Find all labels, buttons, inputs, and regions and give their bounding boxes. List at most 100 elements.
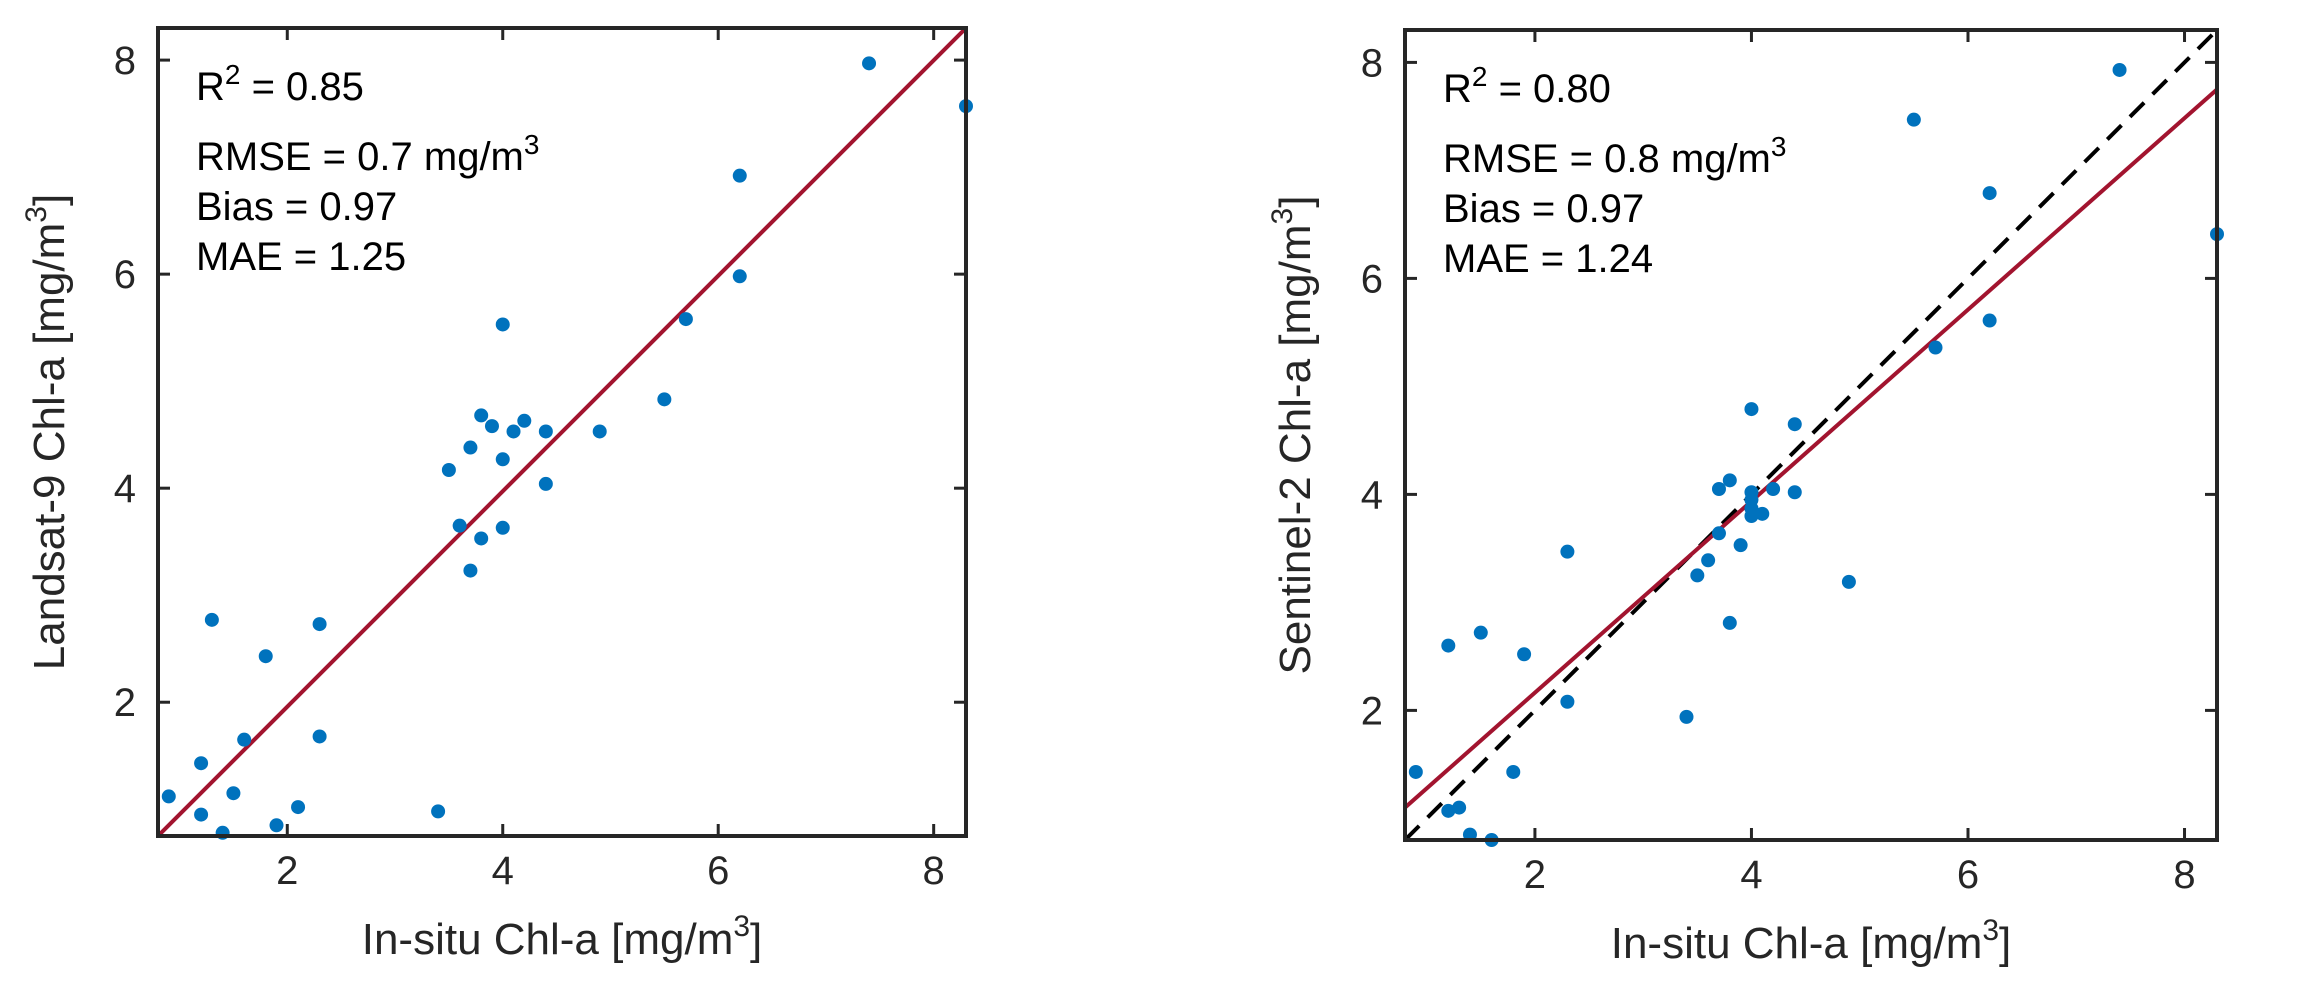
axes-box [156, 26, 968, 838]
data-point [194, 807, 209, 822]
data-point [194, 756, 209, 771]
data-point [1722, 615, 1737, 630]
regression-line [158, 28, 966, 836]
r-squared-label: R2 = 0.85 [196, 59, 364, 109]
data-point [1755, 506, 1770, 521]
rmse-label: RMSE = 0.7 mg/m3 [196, 129, 539, 179]
x-axis-title: In-situ Chl-a [mg/m3] [1611, 914, 2012, 968]
data-point [1679, 709, 1694, 724]
y-tick-label: 4 [1361, 473, 1383, 517]
data-point [506, 424, 521, 439]
y-tick-label: 8 [1361, 41, 1383, 85]
data-point [204, 612, 219, 627]
data-point [1733, 538, 1748, 553]
rmse-label: RMSE = 0.8 mg/m3 [1443, 131, 1786, 181]
data-point [474, 531, 489, 546]
data-point [2112, 62, 2127, 77]
x-tick-label: 8 [923, 849, 945, 893]
axes-box [1403, 28, 2219, 842]
data-point [1701, 553, 1716, 568]
bias-label: Bias = 0.97 [196, 185, 397, 229]
data-point [463, 440, 478, 455]
r-squared-label: R2 = 0.80 [1443, 61, 1611, 111]
y-tick-label: 2 [1361, 689, 1383, 733]
data-point [538, 424, 553, 439]
data-point [291, 800, 306, 815]
data-point [1766, 482, 1781, 496]
data-point [269, 818, 284, 833]
x-tick-label: 2 [1524, 853, 1546, 897]
data-point [592, 424, 607, 439]
regression-line [1405, 87, 2217, 810]
data-point [237, 732, 252, 747]
data-point [495, 317, 510, 332]
y-tick-label: 4 [114, 467, 136, 511]
data-point [1841, 574, 1856, 589]
mae-label: MAE = 1.25 [196, 235, 406, 279]
data-point [1787, 485, 1802, 500]
scatter-chart-landsat9: 2 4 6 8 2 4 6 8 R2 = 0.85 RMSE = 0.7 mg/m3 Bias = … [20, 26, 973, 964]
mae-label: MAE = 1.24 [1443, 237, 1653, 281]
data-point [1982, 186, 1997, 201]
data-point [678, 312, 693, 327]
data-point [538, 476, 553, 491]
y-tick-label: 2 [114, 681, 136, 725]
y-tick-label: 8 [114, 39, 136, 83]
data-point [1441, 638, 1456, 653]
chart-panel-landsat9: 2 4 6 8 2 4 6 8 R2 = 0.85 RMSE = 0.7 mg/m3 Bias = … [0, 0, 1150, 990]
data-point [657, 392, 672, 407]
data-point [862, 56, 877, 71]
data-point [258, 649, 273, 664]
y-axis-title: Sentinel-2 Chl-a [mg/m3] [1266, 196, 1320, 675]
data-point [1711, 482, 1726, 496]
data-point [1560, 544, 1575, 559]
chart-panel-sentinel2: 2 4 6 8 2 4 6 8 R2 = 0.80 RMSE = 0.8 mg/m3 Bias = … [1150, 0, 2306, 990]
data-point [1711, 526, 1726, 541]
data-point [1744, 402, 1759, 417]
data-point [474, 408, 489, 423]
y-tick-label: 6 [1361, 257, 1383, 301]
data-point [431, 804, 446, 819]
y-tick-label: 6 [114, 253, 136, 297]
data-point [463, 563, 478, 578]
data-point [484, 419, 499, 434]
bias-label: Bias = 0.97 [1443, 187, 1644, 231]
plot-content [1405, 30, 2217, 840]
x-tick-label: 6 [1957, 853, 1979, 897]
x-tick-label: 4 [492, 849, 514, 893]
data-point [1452, 800, 1467, 815]
data-point [1690, 568, 1705, 583]
data-point [1408, 764, 1423, 779]
x-tick-label: 6 [707, 849, 729, 893]
data-point [1441, 803, 1456, 818]
x-tick-label: 8 [2173, 853, 2195, 897]
plot-area [1405, 30, 2217, 840]
data-point [1787, 417, 1802, 432]
data-point [732, 168, 747, 183]
data-point [495, 452, 510, 467]
data-point [1560, 694, 1575, 709]
data-point [517, 413, 532, 428]
data-point [1517, 647, 1532, 662]
x-tick-label: 2 [276, 849, 298, 893]
data-point [441, 462, 456, 477]
data-point [312, 617, 327, 632]
data-point [732, 269, 747, 284]
data-point [1506, 764, 1521, 779]
data-point [1473, 625, 1488, 640]
data-point [161, 789, 176, 804]
data-point [495, 520, 510, 535]
scatter-chart-sentinel2: 2 4 6 8 2 4 6 8 R2 = 0.80 RMSE = 0.8 mg/m3 Bias = … [1266, 28, 2224, 968]
data-point [1982, 313, 1997, 328]
data-point [1722, 473, 1737, 488]
data-point [226, 786, 241, 801]
data-point [312, 729, 327, 744]
x-tick-label: 4 [1740, 853, 1762, 897]
plot-content [158, 28, 966, 836]
data-point [452, 518, 467, 533]
data-point [1928, 340, 1943, 355]
x-axis-title: In-situ Chl-a [mg/m3] [362, 910, 763, 964]
y-axis-title: Landsat-9 Chl-a [mg/m3] [20, 194, 74, 670]
data-point [1906, 112, 1921, 127]
data-point [1744, 509, 1759, 523]
